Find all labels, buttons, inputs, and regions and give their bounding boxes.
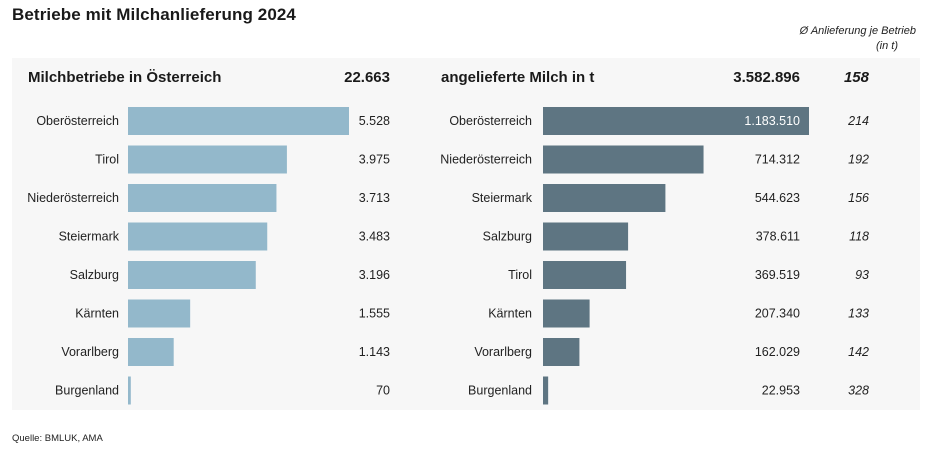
- left-chart-total: 22.663: [344, 69, 390, 86]
- left-category-steiermark: Steiermark: [59, 230, 120, 244]
- right-avg-steiermark: 156: [848, 191, 869, 205]
- left-category-burgenland: Burgenland: [55, 384, 119, 398]
- right-category-steiermark: Steiermark: [472, 191, 533, 205]
- right-value-steiermark: 544.623: [755, 191, 800, 205]
- right-avg-burgenland: 328: [848, 384, 869, 398]
- left-bar-niederoesterreich: [128, 184, 277, 212]
- right-bar-kaernten: [543, 299, 590, 328]
- right-avg-kaernten: 133: [848, 307, 869, 321]
- right-bar-vorarlberg: [543, 338, 580, 366]
- left-category-oberoesterreich: Oberösterreich: [36, 114, 119, 128]
- right-value-niederoesterreich: 714.312: [755, 153, 800, 167]
- left-bar-kaernten: [128, 299, 191, 328]
- right-chart-title: angelieferte Milch in t: [441, 69, 594, 86]
- right-bar-burgenland: [543, 376, 549, 405]
- left-value-steiermark: 3.483: [359, 230, 390, 244]
- right-category-kaernten: Kärnten: [488, 307, 532, 321]
- right-category-salzburg: Salzburg: [483, 230, 532, 244]
- right-bar-oberoesterreich: [543, 107, 809, 135]
- right-category-oberoesterreich: Oberösterreich: [449, 114, 532, 128]
- left-bar-steiermark: [128, 222, 268, 251]
- right-chart-total: 3.582.896: [733, 69, 800, 86]
- right-category-niederoesterreich: Niederösterreich: [440, 153, 532, 167]
- right-category-tirol: Tirol: [508, 268, 532, 282]
- left-value-oberoesterreich: 5.528: [359, 114, 390, 128]
- left-value-tirol: 3.975: [359, 153, 390, 167]
- left-bar-tirol: [128, 145, 287, 174]
- right-bar-niederoesterreich: [543, 145, 704, 174]
- left-category-tirol: Tirol: [95, 153, 119, 167]
- left-category-vorarlberg: Vorarlberg: [61, 345, 119, 359]
- avg-note-unit: (in t): [876, 40, 898, 52]
- right-avg-salzburg: 118: [849, 230, 869, 244]
- page-title: Betriebe mit Milchanlieferung 2024: [12, 5, 296, 24]
- left-bar-oberoesterreich: [128, 107, 349, 135]
- right-bar-tirol: [543, 261, 627, 289]
- right-avg-oberoesterreich: 214: [847, 114, 869, 128]
- left-chart-title: Milchbetriebe in Österreich: [28, 69, 221, 86]
- avg-delivery-note: Ø Anlieferung je Betrieb (in t): [800, 24, 916, 54]
- left-value-burgenland: 70: [376, 384, 390, 398]
- left-value-vorarlberg: 1.143: [359, 345, 390, 359]
- right-value-vorarlberg: 162.029: [755, 345, 800, 359]
- right-chart-total-avg: 158: [844, 69, 870, 86]
- right-value-tirol: 369.519: [755, 268, 800, 282]
- right-value-salzburg: 378.611: [756, 230, 800, 244]
- right-avg-tirol: 93: [855, 268, 869, 282]
- right-value-burgenland: 22.953: [762, 384, 800, 398]
- right-value-kaernten: 207.340: [755, 307, 800, 321]
- avg-note-label: Ø Anlieferung je Betrieb: [799, 25, 916, 37]
- left-category-salzburg: Salzburg: [70, 268, 119, 282]
- right-bar-salzburg: [543, 222, 629, 251]
- source-note: Quelle: BMLUK, AMA: [12, 433, 103, 444]
- left-bar-burgenland: [128, 376, 131, 405]
- right-bar-steiermark: [543, 184, 666, 212]
- left-bar-salzburg: [128, 261, 256, 289]
- left-category-niederoesterreich: Niederösterreich: [27, 191, 119, 205]
- right-avg-niederoesterreich: 192: [848, 153, 869, 167]
- left-value-niederoesterreich: 3.713: [359, 191, 390, 205]
- left-value-salzburg: 3.196: [359, 268, 390, 282]
- left-category-kaernten: Kärnten: [75, 307, 119, 321]
- right-category-burgenland: Burgenland: [468, 384, 532, 398]
- left-bar-vorarlberg: [128, 338, 174, 366]
- left-value-kaernten: 1.555: [359, 307, 390, 321]
- right-avg-vorarlberg: 142: [848, 345, 869, 359]
- right-value-oberoesterreich: 1.183.510: [744, 114, 800, 128]
- right-category-vorarlberg: Vorarlberg: [474, 345, 532, 359]
